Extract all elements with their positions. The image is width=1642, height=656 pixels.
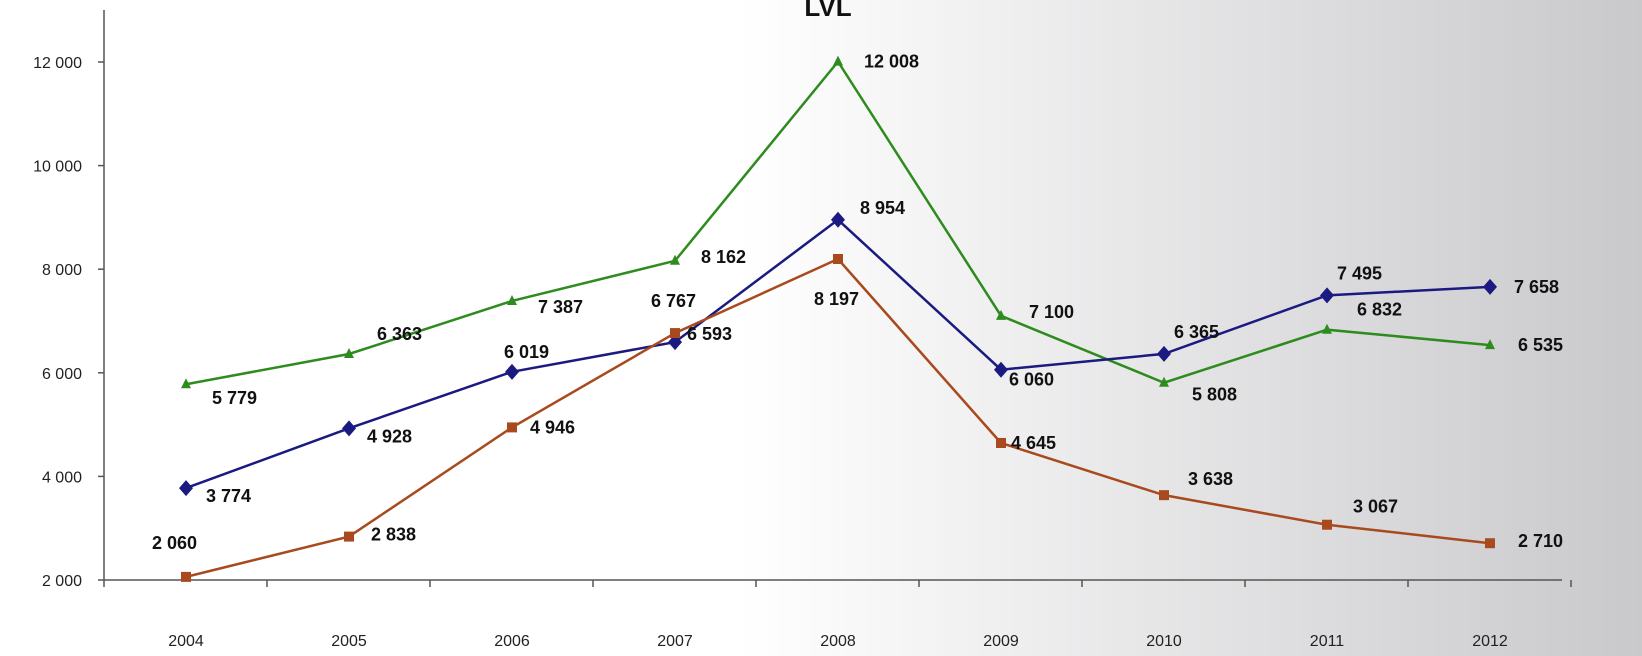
data-label: 5 779 — [212, 388, 257, 408]
x-tick-label: 2010 — [1146, 633, 1182, 650]
data-point — [344, 531, 354, 542]
y-tick-label: 4 000 — [42, 469, 82, 486]
data-point — [342, 420, 356, 437]
data-label: 6 535 — [1518, 335, 1563, 355]
data-point — [833, 253, 843, 264]
data-point — [1322, 519, 1332, 530]
data-point — [505, 363, 519, 380]
y-tick-label: 6 000 — [42, 366, 82, 383]
data-point — [833, 55, 843, 66]
data-label: 6 363 — [377, 324, 422, 344]
data-point — [1157, 345, 1171, 362]
data-label: 4 928 — [367, 426, 412, 446]
data-label: 6 060 — [1009, 370, 1054, 390]
x-tick-label: 2008 — [820, 633, 856, 650]
data-label: 12 008 — [864, 52, 919, 72]
data-point — [1485, 339, 1495, 350]
data-label: 7 100 — [1029, 302, 1074, 322]
data-label: 4 645 — [1011, 433, 1056, 453]
x-tick-label: 2005 — [331, 633, 367, 650]
data-point — [1322, 323, 1332, 334]
data-point — [1485, 538, 1495, 549]
data-point — [344, 347, 354, 358]
data-point — [1159, 376, 1169, 387]
y-tick-label: 8 000 — [42, 262, 82, 279]
data-point — [507, 422, 517, 433]
data-label: 2 060 — [152, 533, 197, 553]
data-label: 7 495 — [1337, 263, 1382, 283]
x-tick-label: 2007 — [657, 633, 693, 650]
data-label: 6 019 — [504, 342, 549, 362]
x-tick-label: 2009 — [983, 633, 1019, 650]
x-tick-label: 2006 — [494, 633, 530, 650]
data-label: 8 162 — [701, 247, 746, 267]
data-label: 3 774 — [206, 486, 251, 506]
series-layer — [179, 55, 1497, 582]
data-point — [179, 480, 193, 497]
data-point — [670, 328, 680, 339]
y-tick-label: 2 000 — [42, 573, 82, 590]
data-label: 6 593 — [687, 324, 732, 344]
x-tick-label: 2004 — [168, 633, 204, 650]
y-tick-label: 12 000 — [33, 55, 82, 72]
chart-title: LVL — [804, 0, 851, 22]
x-tick-label: 2012 — [1472, 633, 1508, 650]
data-label: 7 658 — [1514, 277, 1559, 297]
data-labels: 5 779 6 363 7 387 8 162 12 008 7 100 5 808 6 83… — [152, 52, 1563, 553]
x-tick-label: 2011 — [1310, 633, 1345, 650]
data-point — [996, 437, 1006, 448]
data-point — [996, 309, 1006, 320]
data-label: 4 946 — [530, 417, 575, 437]
data-point — [831, 211, 845, 228]
data-label: 3 638 — [1188, 469, 1233, 489]
data-label: 2 838 — [371, 525, 416, 545]
data-point — [994, 361, 1008, 378]
data-label: 8 954 — [860, 198, 905, 218]
data-point — [670, 254, 680, 265]
data-label: 8 197 — [814, 289, 859, 309]
data-label: 5 808 — [1192, 385, 1237, 405]
data-point — [1483, 278, 1497, 295]
axes: 2 000 4 000 6 000 8 000 10 000 12 000 2004 2005… — [33, 10, 1572, 650]
data-point — [181, 378, 191, 389]
data-point — [1159, 490, 1169, 501]
data-label: 3 067 — [1353, 497, 1398, 517]
data-label: 6 365 — [1174, 322, 1219, 342]
data-point — [1320, 287, 1334, 304]
data-label: 7 387 — [538, 297, 583, 317]
data-point — [181, 571, 191, 582]
data-label: 6 832 — [1357, 300, 1402, 320]
data-point — [668, 334, 682, 351]
data-label: 6 767 — [651, 291, 696, 311]
y-tick-label: 10 000 — [33, 159, 82, 176]
data-label: 2 710 — [1518, 531, 1563, 551]
data-point — [507, 294, 517, 305]
